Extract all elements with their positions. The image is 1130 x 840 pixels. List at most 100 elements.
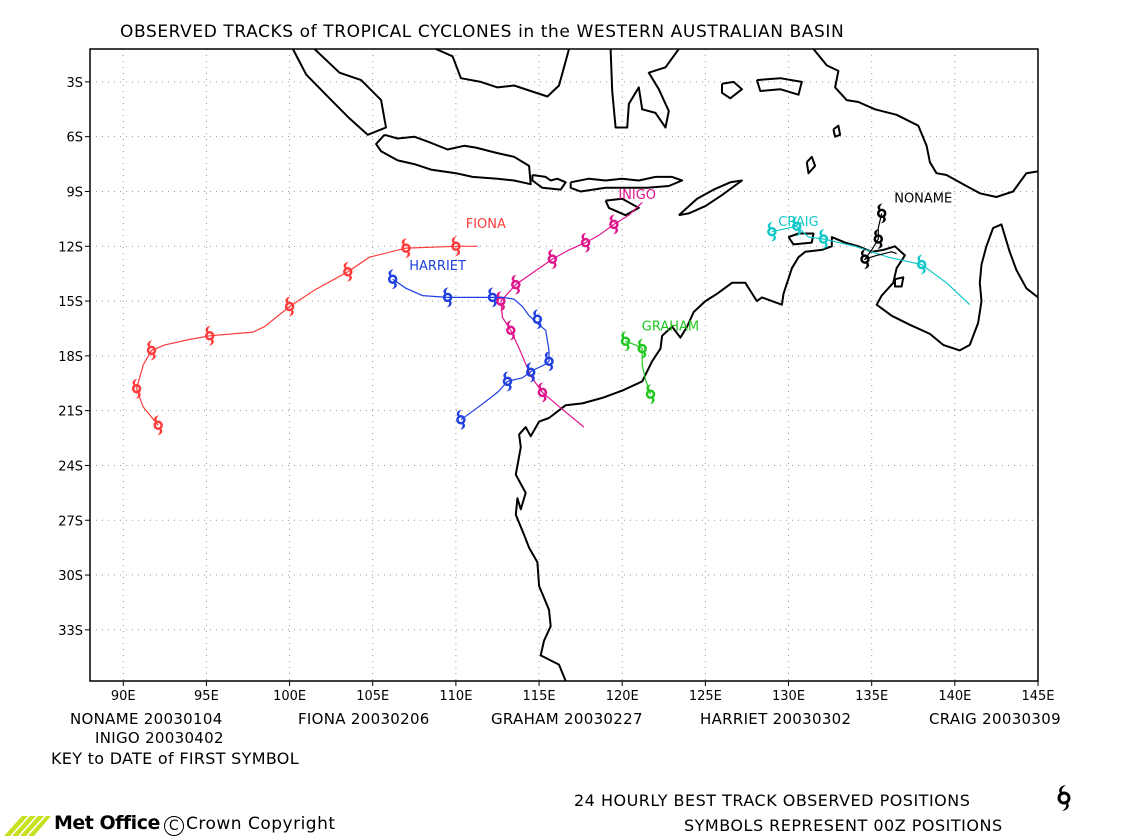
- cyclone-arm: [285, 296, 294, 317]
- cyclone-symbol: [544, 351, 554, 372]
- cyclone-symbol: [284, 296, 295, 317]
- map-frame: [89, 48, 1039, 682]
- cyclone-arm: [819, 229, 828, 249]
- seram-coast: [755, 77, 803, 96]
- lat-tick-label: 6S: [66, 131, 83, 146]
- cyclone-eye: [146, 345, 157, 356]
- key-caption: KEY to DATE of FIRST SYMBOL: [51, 749, 299, 768]
- lat-tick-label: 21S: [58, 405, 83, 420]
- cyclone-tracks: FIONA INIGO HARRIET GRAHAM CRAIG NONAME: [131, 188, 971, 436]
- cyclone-symbol: [442, 287, 453, 308]
- cyclone-arm: [132, 378, 141, 399]
- cyclone-eye: [547, 254, 558, 264]
- cyclone-arm: [147, 340, 156, 361]
- lat-tick-label: 15S: [58, 295, 83, 310]
- cyclone-symbol: [916, 254, 927, 275]
- lon-tick-label: 115E: [523, 689, 556, 704]
- tropical-cyclone-icon: [1057, 785, 1071, 811]
- track-line: [392, 278, 550, 421]
- cyclone-symbol: [525, 362, 536, 383]
- cyclone-symbol: [876, 203, 887, 224]
- cyclone-eye: [620, 336, 631, 347]
- cyclone-symbol: [502, 371, 513, 392]
- storm-label: FIONA: [466, 217, 506, 232]
- cyclone-arm: [343, 261, 352, 282]
- cyclone-eye: [487, 292, 498, 303]
- cyclone-arm: [646, 384, 655, 405]
- storm-label: CRAIG: [778, 215, 818, 230]
- cyclone-symbol: [387, 269, 398, 290]
- cyclone-symbol: [873, 229, 884, 249]
- lat-tick-label: 30S: [58, 569, 83, 584]
- met-office-logo: Met Office C Crown Copyright: [2, 808, 362, 838]
- sulawesi-coast: [609, 48, 680, 129]
- cyclone-eye: [537, 387, 548, 398]
- cyclone-symbol: [547, 249, 558, 270]
- key-fiona: FIONA 20030206: [298, 710, 430, 728]
- cyclone-eye: [532, 314, 543, 325]
- map-title: OBSERVED TRACKS of TROPICAL CYCLONES in …: [120, 22, 845, 42]
- lon-tick-label: 120E: [606, 689, 639, 704]
- sumatra-coast: [292, 48, 387, 136]
- timor-coast: [678, 179, 743, 217]
- lat-tick-label: 33S: [58, 624, 83, 639]
- key-craig: CRAIG 20030309: [929, 710, 1061, 728]
- cyclone-symbol: [580, 232, 591, 253]
- footer-line-1: 24 HOURLY BEST TRACK OBSERVED POSITIONS: [574, 791, 971, 810]
- cyclone-eye: [876, 208, 887, 219]
- australia-coast: [514, 223, 1039, 682]
- groote-eylandt-coast: [894, 276, 905, 288]
- cyclone-arm: [526, 362, 535, 383]
- cyclone-eye: [153, 420, 163, 431]
- key-harriet: HARRIET 20030302: [700, 710, 852, 728]
- cyclone-arm: [506, 320, 515, 341]
- footer-line-2: SYMBOLS REPRESENT 00Z POSITIONS: [684, 816, 1003, 835]
- track-noname: NONAME: [860, 191, 952, 270]
- cyclone-eye: [456, 415, 466, 425]
- cyclone-arm: [503, 371, 512, 392]
- cyclone-symbol: [792, 216, 802, 237]
- cyclone-arm: [544, 351, 554, 372]
- lat-tick-label: 9S: [66, 185, 83, 200]
- axis-ticks: 3S 6S 9S 12S 15S 18S 21S 24S 27S 30S 33S 90E 95E 100E…: [58, 76, 1054, 704]
- cyclone-eye: [792, 221, 802, 231]
- cyclone-arm: [154, 415, 163, 436]
- cyclone-symbol: [506, 320, 516, 341]
- track-inigo: INIGO: [496, 188, 656, 428]
- storm-label: INIGO: [618, 188, 656, 203]
- lon-tick-label: 140E: [938, 689, 971, 704]
- copyright-notice: C Crown Copyright: [164, 814, 336, 836]
- cyclone-arm: [488, 287, 497, 308]
- cyclone-arm: [581, 232, 590, 253]
- cyclone-arm: [874, 229, 883, 249]
- cyclone-eye: [544, 356, 554, 367]
- met-office-name: Met Office: [54, 812, 160, 834]
- cyclone-eye: [284, 301, 295, 312]
- track-line: [863, 213, 897, 261]
- cyclone-arm: [205, 325, 214, 346]
- cyclone-arm: [388, 269, 397, 290]
- lon-tick-label: 110E: [439, 689, 472, 704]
- cyclone-symbol: [637, 338, 647, 359]
- storm-label: HARRIET: [409, 259, 466, 274]
- sumbawa-flores-coast: [569, 175, 684, 193]
- lon-tick-label: 90E: [111, 689, 136, 704]
- cyclone-eye: [401, 243, 411, 253]
- cyclone-arm: [609, 214, 619, 235]
- cyclone-eye: [580, 237, 591, 248]
- cyclone-arm: [496, 291, 505, 312]
- track-craig: CRAIG: [767, 215, 971, 306]
- cyclone-symbol: [456, 409, 466, 430]
- cyclone-eye: [343, 267, 353, 277]
- track-line: [771, 225, 971, 306]
- cyclone-symbol: [153, 415, 163, 436]
- lon-tick-label: 95E: [194, 689, 219, 704]
- cyclone-eye: [525, 367, 536, 378]
- cyclone-arm: [451, 236, 461, 257]
- borneo-coast: [435, 48, 570, 98]
- track-line: [500, 201, 643, 428]
- buru-coast: [721, 80, 743, 100]
- lat-tick-label: 27S: [58, 514, 83, 529]
- tanimbar-coast: [805, 155, 817, 175]
